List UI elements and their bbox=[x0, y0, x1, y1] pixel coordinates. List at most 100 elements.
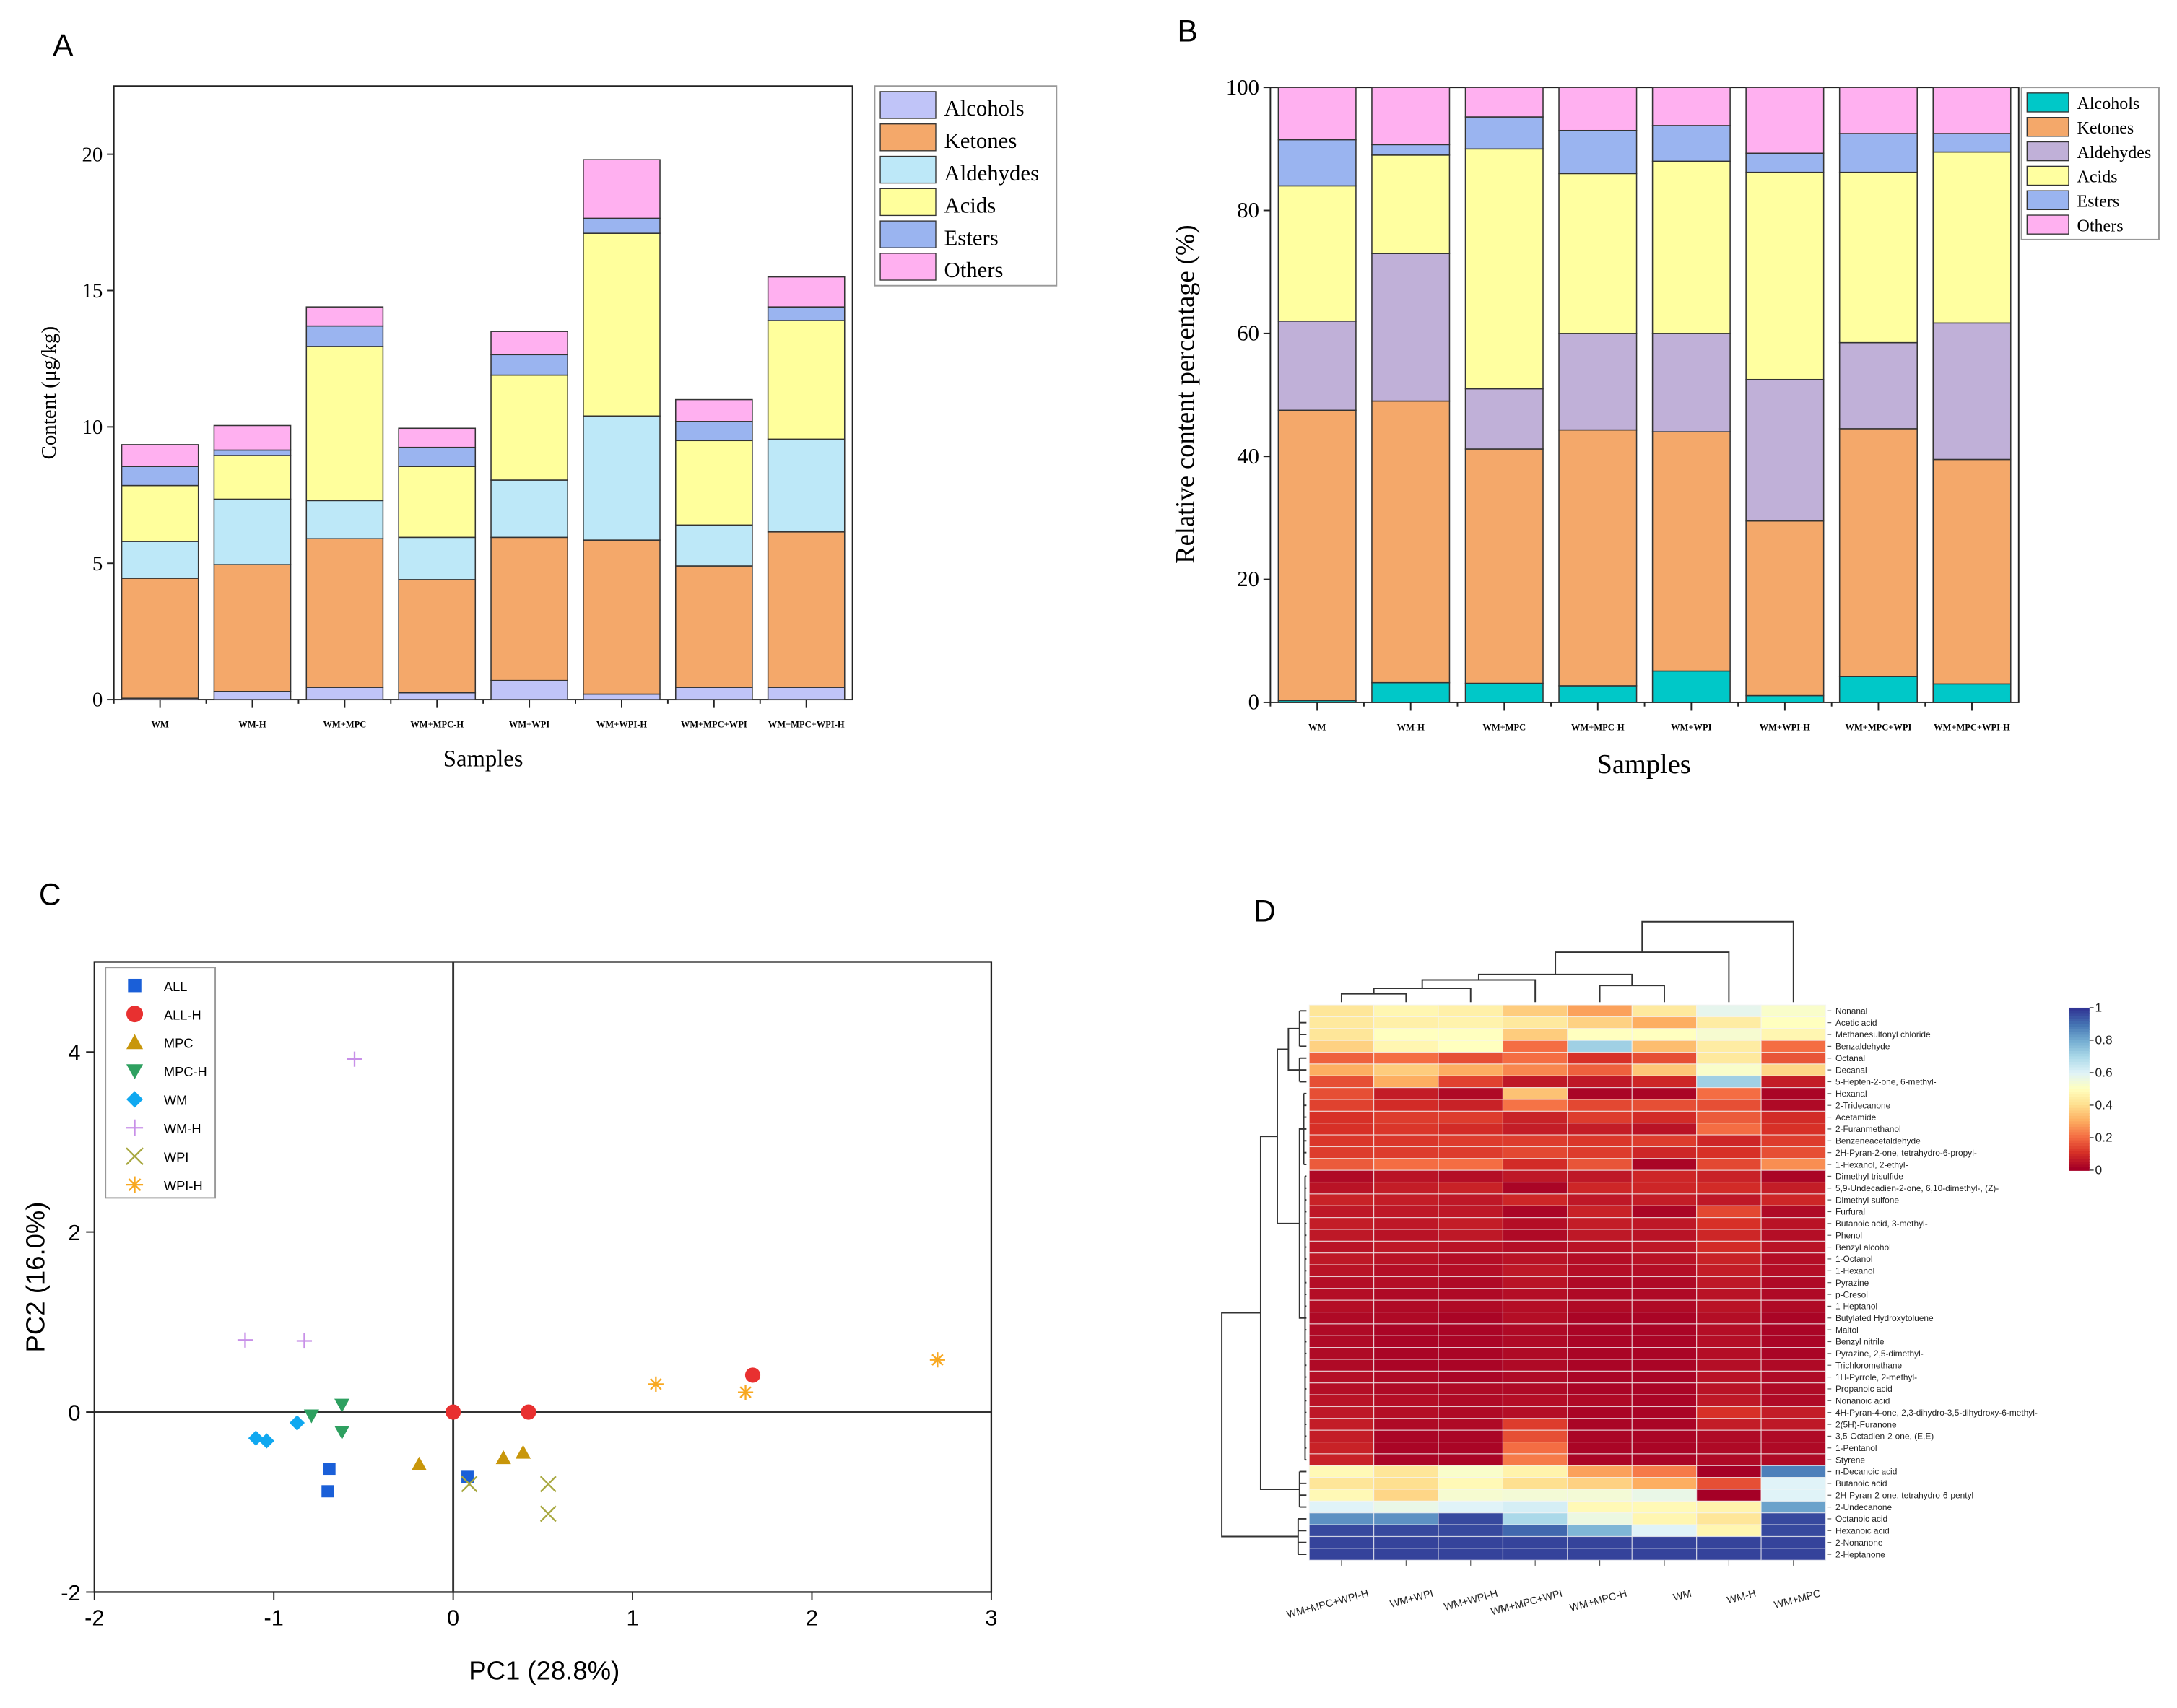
marker-shape bbox=[334, 1426, 350, 1440]
x-axis-title: Samples bbox=[443, 746, 523, 772]
bar-segment-aldehydes bbox=[1838, 341, 1918, 430]
heatmap-cell bbox=[1567, 1016, 1633, 1029]
bar-segment-alcohols bbox=[1745, 694, 1825, 703]
legend-swatch bbox=[2026, 116, 2069, 137]
heatmap-cell bbox=[1502, 1181, 1568, 1195]
legend-swatch bbox=[879, 220, 937, 248]
heatmap-cell bbox=[1438, 1512, 1504, 1525]
bar-segment-aldehydes bbox=[674, 524, 753, 567]
data-point-wpi-h bbox=[737, 1385, 754, 1400]
data-point-mpc bbox=[495, 1450, 511, 1465]
x-tick-label: 1 bbox=[626, 1605, 638, 1631]
heatmap-cell bbox=[1760, 1252, 1827, 1265]
heatmap-cell bbox=[1696, 1123, 1762, 1136]
heatmap-cell bbox=[1567, 1158, 1633, 1171]
heatmap-cell bbox=[1567, 1146, 1633, 1159]
heatmap-cell bbox=[1631, 1040, 1698, 1053]
colorbar-segment bbox=[2068, 1053, 2090, 1058]
heatmap-cell bbox=[1760, 1063, 1827, 1076]
heatmap-cell bbox=[1502, 1500, 1568, 1514]
colorbar-segment bbox=[2068, 1092, 2090, 1095]
colorbar-segment bbox=[2068, 1162, 2090, 1166]
heatmap-cell bbox=[1308, 1040, 1375, 1053]
data-point-all bbox=[321, 1485, 334, 1498]
heatmap-cell bbox=[1567, 1063, 1633, 1076]
heatmap-cell bbox=[1502, 1382, 1568, 1395]
heatmap-cell bbox=[1567, 1229, 1633, 1242]
marker-shape bbox=[321, 1485, 334, 1498]
row-label: Acetamide bbox=[1835, 1112, 1877, 1123]
heatmap-cell bbox=[1438, 1477, 1504, 1490]
row-label: Octanal bbox=[1835, 1053, 1865, 1063]
colorbar-segment bbox=[2068, 1097, 2090, 1101]
marker-shape bbox=[521, 1404, 536, 1420]
heatmap-cell bbox=[1696, 1477, 1762, 1490]
heatmap-cell bbox=[1502, 1442, 1568, 1455]
x-tick-label: 0 bbox=[447, 1605, 459, 1631]
colorbar-segment bbox=[2068, 1154, 2090, 1158]
heatmap-cell bbox=[1631, 1442, 1698, 1455]
heatmap-cell bbox=[1438, 1134, 1504, 1148]
heatmap-cell bbox=[1631, 1288, 1698, 1301]
heatmap-cell bbox=[1373, 1158, 1439, 1171]
heatmap-cell bbox=[1631, 1252, 1698, 1265]
heatmap-cell bbox=[1438, 1016, 1504, 1029]
heatmap-cell bbox=[1696, 1240, 1762, 1254]
heatmap-cell bbox=[1696, 1040, 1762, 1053]
heatmap-cell bbox=[1631, 1099, 1698, 1112]
heatmap-cell bbox=[1373, 1193, 1439, 1206]
colorbar-segment bbox=[2068, 1115, 2090, 1120]
heatmap-cell bbox=[1567, 1099, 1633, 1112]
heatmap-cell bbox=[1373, 1134, 1439, 1148]
colorbar-segment bbox=[2068, 1075, 2090, 1079]
heatmap-cell bbox=[1438, 1051, 1504, 1065]
heatmap-cell bbox=[1567, 1181, 1633, 1195]
heatmap-cell bbox=[1308, 1004, 1375, 1018]
marker-shape bbox=[446, 1404, 461, 1420]
heatmap-cell bbox=[1631, 1465, 1698, 1478]
bar-segment-ketones bbox=[767, 531, 846, 688]
heatmap-cell bbox=[1373, 1359, 1439, 1372]
x-tick-label: WM+WPI bbox=[1671, 722, 1711, 732]
row-label: Phenol bbox=[1835, 1230, 1862, 1240]
heatmap-cell bbox=[1696, 1134, 1762, 1148]
heatmap-cell bbox=[1308, 1134, 1375, 1148]
heatmap-cell bbox=[1502, 1205, 1568, 1219]
bar-segment-aldehydes bbox=[398, 536, 477, 580]
colorbar-segment bbox=[2068, 1042, 2090, 1047]
data-point-wpi bbox=[539, 1476, 557, 1493]
bar-segment-alcohols bbox=[490, 679, 568, 700]
legend-swatch bbox=[2026, 165, 2069, 186]
heatmap-cell bbox=[1696, 1063, 1762, 1076]
heatmap-cell bbox=[1502, 1134, 1568, 1148]
bar-segment-esters bbox=[583, 217, 661, 234]
legend-box bbox=[2020, 87, 2160, 240]
heatmap-cell bbox=[1308, 1276, 1375, 1289]
bar-segment-others bbox=[1558, 87, 1638, 131]
bar-segment-others bbox=[1371, 87, 1451, 146]
heatmap-cell bbox=[1373, 1382, 1439, 1395]
heatmap-cell bbox=[1760, 1370, 1827, 1384]
heatmap-cell bbox=[1308, 1252, 1375, 1265]
x-tick-label: WM-H bbox=[1397, 722, 1425, 732]
colorbar-segment bbox=[2068, 1027, 2090, 1030]
heatmap-cell bbox=[1760, 1429, 1827, 1443]
colorbar-segment bbox=[2068, 1056, 2090, 1060]
heatmap-cell bbox=[1567, 1193, 1633, 1206]
row-label: 1-Octanol bbox=[1835, 1254, 1873, 1264]
heatmap-cell bbox=[1696, 1181, 1762, 1195]
heatmap-cell bbox=[1760, 1087, 1827, 1100]
heatmap-cell bbox=[1502, 1004, 1568, 1018]
row-dendrogram-branch bbox=[1221, 1312, 1298, 1538]
row-label: Styrene bbox=[1835, 1455, 1865, 1465]
y-tick-label: 40 bbox=[1237, 444, 1259, 469]
heatmap-cell bbox=[1567, 1075, 1633, 1089]
heatmap-cell bbox=[1502, 1512, 1568, 1525]
heatmap-cell bbox=[1373, 1276, 1439, 1289]
heatmap-cell bbox=[1438, 1335, 1504, 1348]
panel-a-stacked-bar-chart: Samples Content (μg/kg) WM WM-H WM+MPC WM+M… bbox=[38, 85, 1058, 772]
bar-segment-ketones bbox=[121, 578, 199, 699]
colorbar-segment bbox=[2068, 1021, 2090, 1025]
row-label: Benzyl nitrile bbox=[1835, 1337, 1885, 1347]
legend-marker bbox=[126, 1006, 144, 1023]
